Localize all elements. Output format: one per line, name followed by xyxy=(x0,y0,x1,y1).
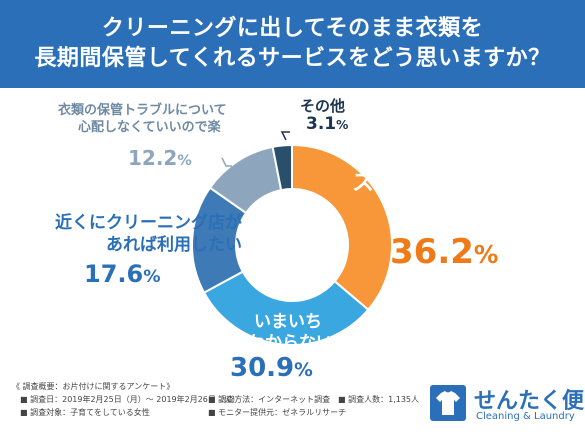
shirt-icon xyxy=(430,385,466,421)
footer-title: 《 調査概要：お片付けに関するアンケート》 xyxy=(12,382,175,391)
pct-near: 17.6% xyxy=(84,260,161,288)
chart-title-line-2: 長期間保管してくれるサービスをどう思いますか？ xyxy=(34,46,551,71)
pct-near-unit: % xyxy=(143,267,161,287)
chart-title-line-1: クリーニングに出してそのまま衣類を xyxy=(101,16,484,41)
slice-space xyxy=(291,143,393,312)
label-unsure-line-1: いまいち xyxy=(254,312,322,332)
footer-target: ■ 調査対象：子育てをしている女性 xyxy=(20,408,150,417)
brand-name: せんたく便 xyxy=(474,389,585,414)
brand-logo: せんたく便 Cleaning & Laundry xyxy=(430,381,584,429)
label-other: その他 xyxy=(300,95,345,116)
label-unsure-line-2: わからない xyxy=(248,333,333,353)
label-other-line-1: その他 xyxy=(300,97,346,115)
brand-sub: Cleaning & Laundry xyxy=(476,411,575,422)
pct-unsure-unit: % xyxy=(294,360,313,381)
footer-method: ■ 調査方法：インターネット調査 xyxy=(208,395,331,404)
slice-unsure xyxy=(202,270,370,346)
label-space: スペースに困らない ので助かる xyxy=(352,170,547,226)
pct-trouble: 12.2% xyxy=(128,146,192,170)
label-space-line-2: ので助かる xyxy=(384,199,495,224)
slice-other xyxy=(271,143,293,192)
pct-unsure-value: 30.9 xyxy=(230,353,295,383)
pct-near-value: 17.6 xyxy=(84,260,144,288)
label-space-line-1: スペースに困らない xyxy=(352,171,548,196)
label-near-line-1: 近くにクリーニング店が xyxy=(55,213,242,233)
leader-line-trouble xyxy=(221,157,232,167)
pct-trouble-unit: % xyxy=(177,153,192,169)
pct-other-value: 3.1 xyxy=(306,114,337,134)
chart-title-banner: クリーニングに出してそのまま衣類を 長期間保管してくれるサービスをどう思いますか… xyxy=(0,0,585,88)
label-trouble-line-2: 心配しなくていいので楽 xyxy=(78,120,221,135)
label-near-line-2: あれば利用したい xyxy=(106,235,242,255)
leader-line-other xyxy=(280,131,290,141)
pct-other: 3.1% xyxy=(306,114,348,134)
footer-date: ■ 調査日：2019年2月25日（月）〜 2019年2月26日（火） xyxy=(20,395,240,404)
pct-unsure: 30.9% xyxy=(230,353,313,383)
label-unsure: いまいち わからない xyxy=(248,312,333,354)
pct-space: 36.2% xyxy=(390,232,498,272)
label-near: 近くにクリーニング店が あれば利用したい xyxy=(22,212,242,256)
pct-other-unit: % xyxy=(336,118,349,132)
footer-provider: ■ モニター提供元：ゼネラルリサーチ xyxy=(208,408,347,417)
footer-count: ■ 調査人数：1,135人 xyxy=(338,395,420,404)
label-trouble-line-1: 衣類の保管トラブルについて xyxy=(58,103,227,118)
pct-trouble-value: 12.2 xyxy=(128,146,178,170)
pct-space-value: 36.2 xyxy=(390,232,474,272)
pct-space-unit: % xyxy=(473,240,499,269)
label-trouble: 衣類の保管トラブルについて 心配しなくていいので楽 xyxy=(58,102,227,136)
